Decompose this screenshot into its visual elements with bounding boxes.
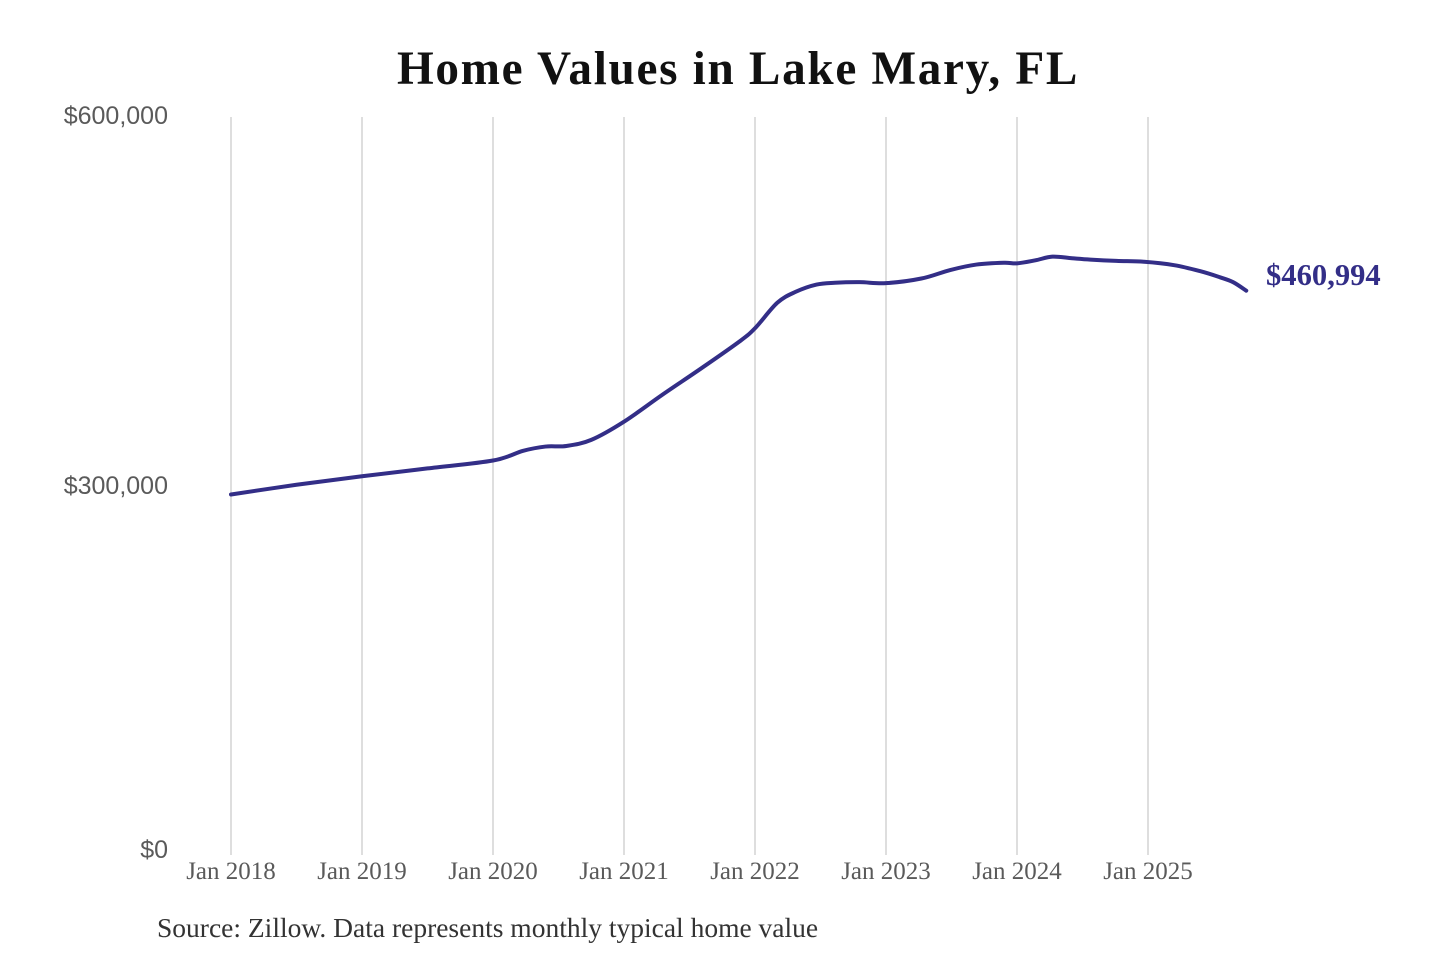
svg-text:$600,000: $600,000	[64, 102, 168, 130]
svg-text:Jan 2019: Jan 2019	[317, 858, 407, 885]
svg-text:$300,000: $300,000	[64, 472, 168, 500]
svg-text:Jan 2018: Jan 2018	[186, 858, 276, 885]
svg-text:Jan 2025: Jan 2025	[1103, 858, 1193, 885]
svg-text:Jan 2023: Jan 2023	[841, 858, 931, 885]
svg-text:$0: $0	[140, 836, 168, 864]
svg-text:Jan 2022: Jan 2022	[710, 858, 800, 885]
svg-text:Jan 2024: Jan 2024	[972, 858, 1062, 885]
svg-text:$460,994: $460,994	[1266, 258, 1381, 292]
svg-text:Jan 2021: Jan 2021	[579, 858, 669, 885]
svg-text:Jan 2020: Jan 2020	[448, 858, 538, 885]
